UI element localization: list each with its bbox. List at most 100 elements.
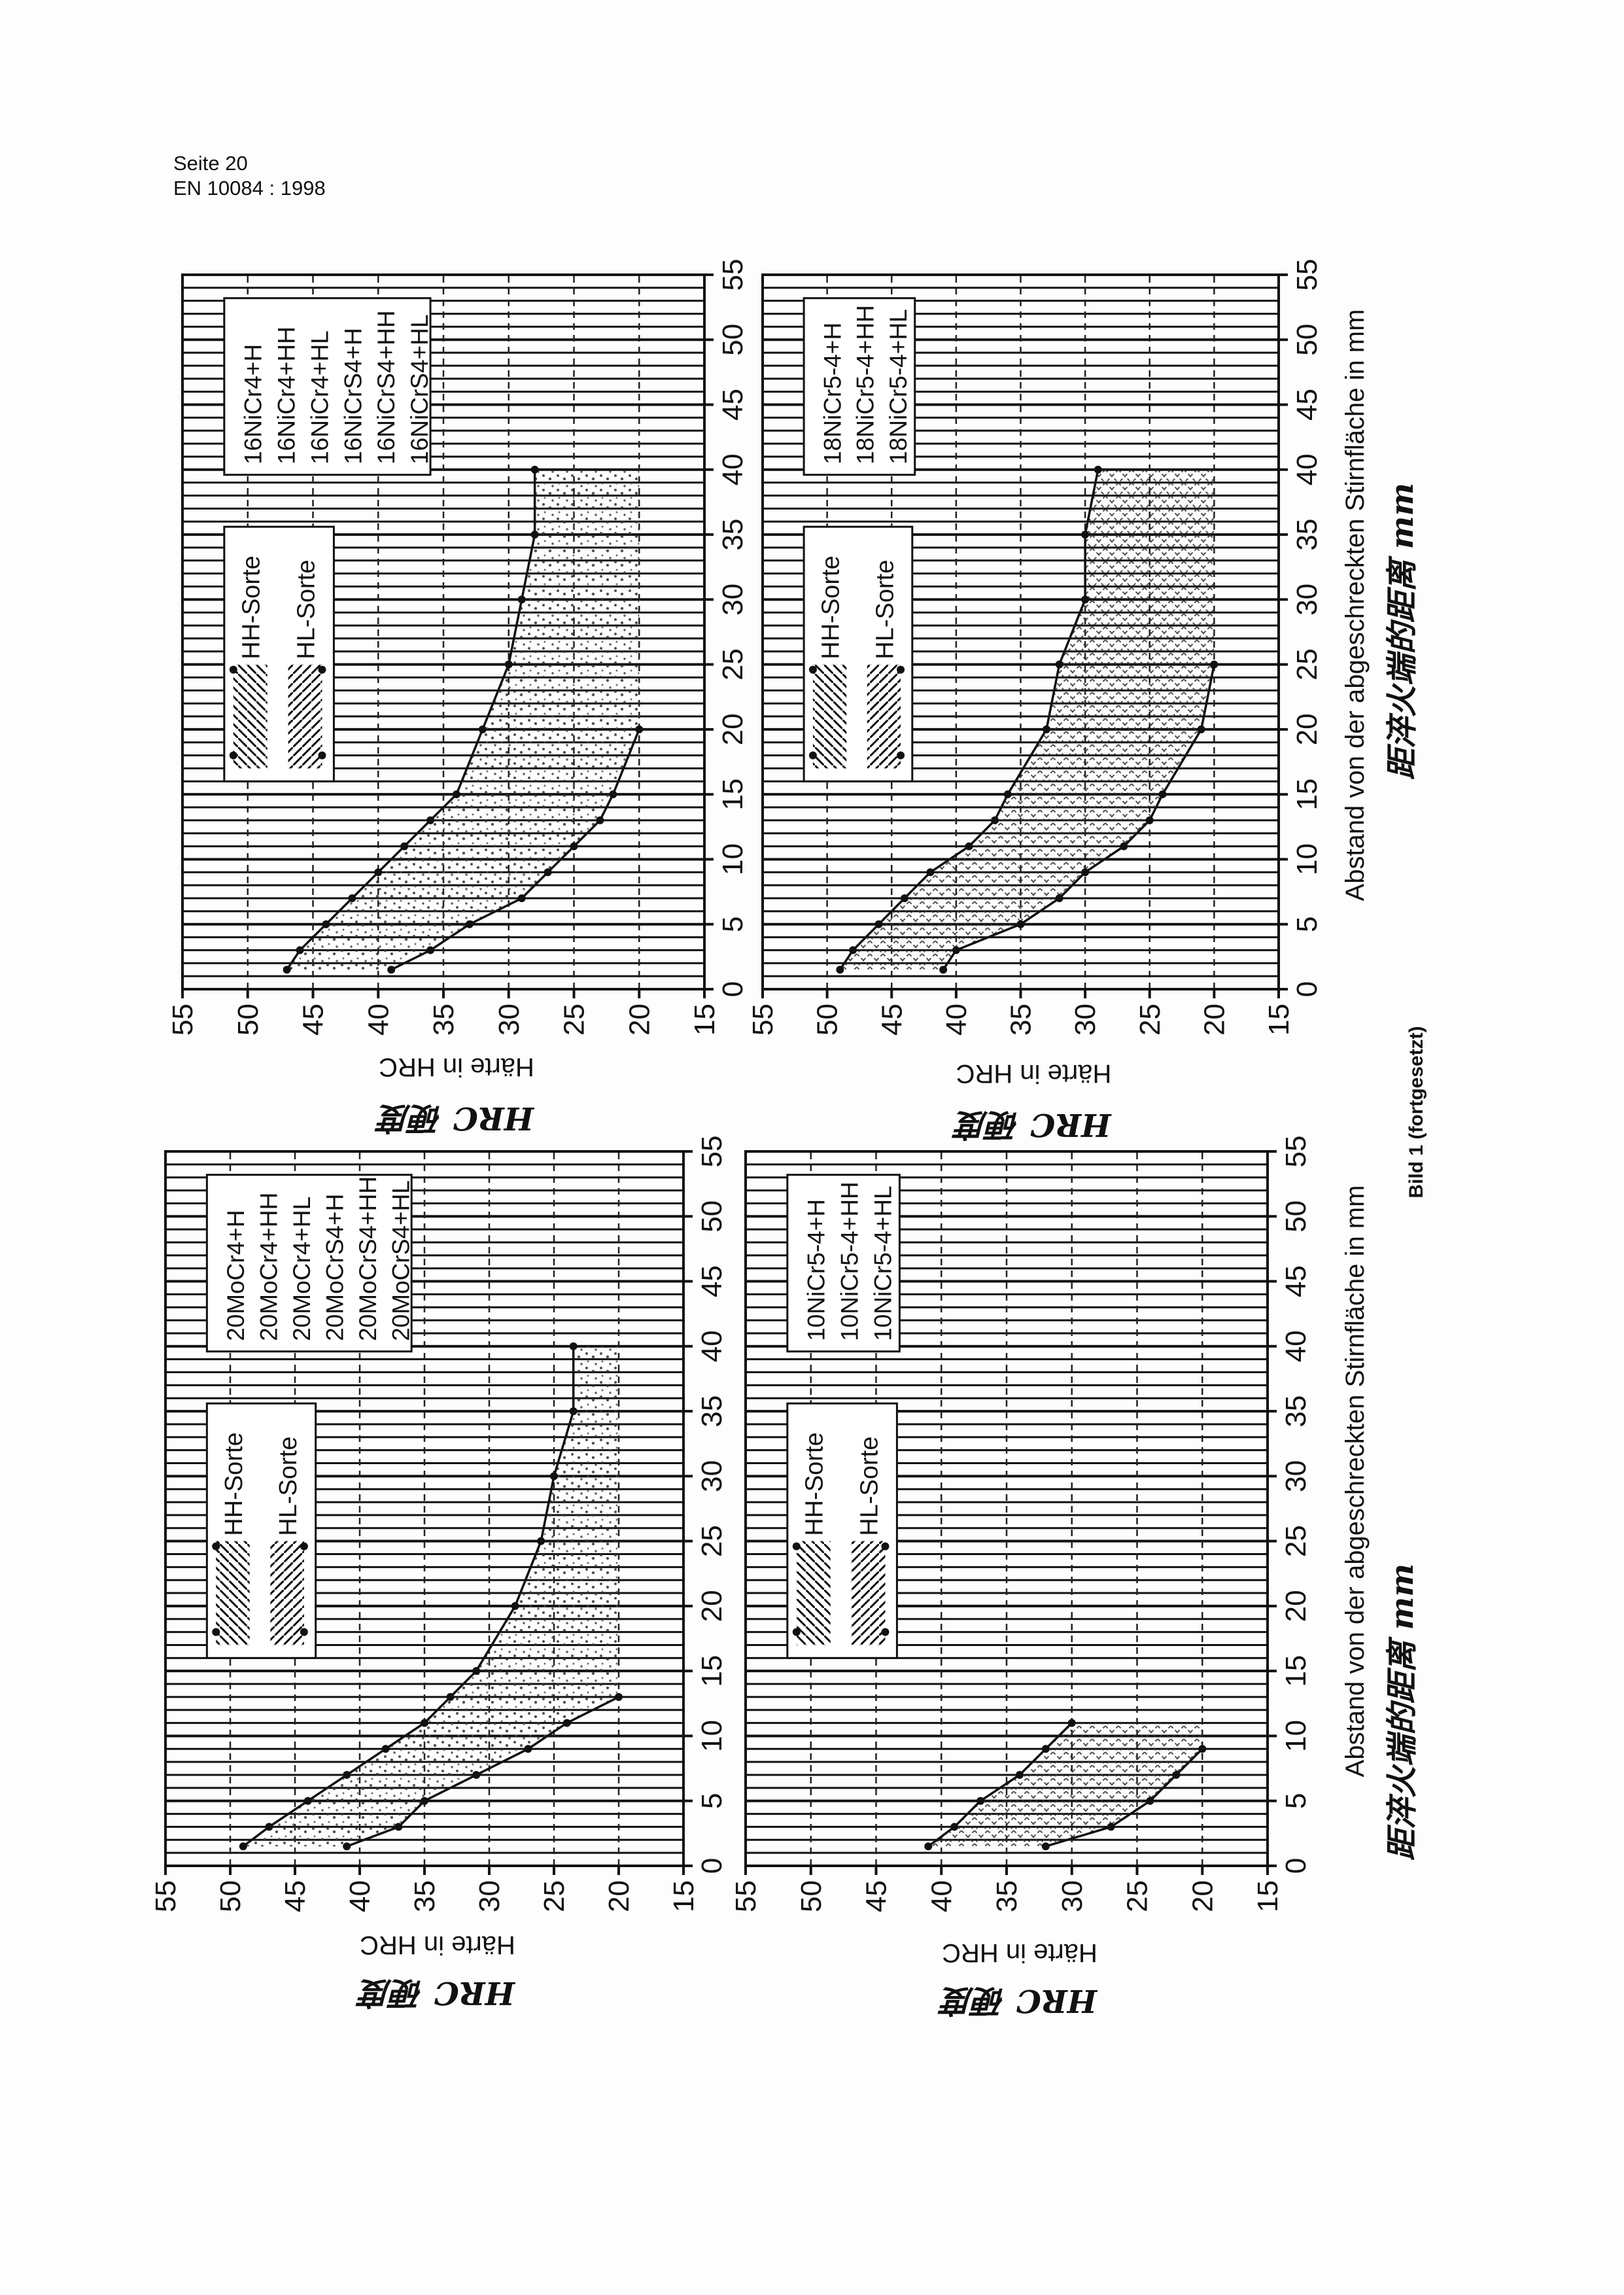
legend-hh-sorte: HH-Sorte: [818, 555, 845, 659]
figure-caption: Bild 1 (fortgesetzt): [1406, 1026, 1427, 1198]
lower-limit-point: [1016, 920, 1025, 928]
grade-legend-box: [205, 1174, 413, 1353]
legend-point-marker: [808, 665, 817, 674]
y-tick-label: 25: [1122, 1880, 1154, 1912]
upper-limit-point: [478, 725, 487, 733]
x-tick-label: 25: [1280, 1525, 1312, 1557]
y-tick-label: 45: [876, 1004, 908, 1036]
scatter-band-fill: [286, 469, 640, 970]
grade-legend-box: [223, 297, 432, 476]
standard-reference: EN 10084 : 1998: [173, 177, 326, 200]
y-tick-label: 55: [167, 1004, 199, 1036]
upper-limit-point: [239, 1842, 247, 1851]
x-tick-label: 15: [717, 779, 749, 811]
lower-limit-point: [952, 946, 960, 955]
grade-legend-box: [803, 297, 916, 476]
upper-limit-point: [322, 920, 330, 928]
lower-limit-point: [609, 790, 617, 799]
upper-limit-point: [1081, 595, 1090, 604]
legend-point-marker: [792, 1628, 801, 1636]
upper-limit-curve: [927, 1722, 1073, 1848]
y-tick-label: 20: [603, 1880, 635, 1912]
y-tick-label: 25: [559, 1004, 591, 1036]
upper-limit-point: [1081, 531, 1090, 539]
x-tick-label: 40: [1280, 1330, 1312, 1362]
chart-3: 0 5 10 15 20 25 30 35 40 45 50 55 55 50 45 40 35 30 25 20 15…: [150, 1136, 728, 2011]
legend-point-marker: [212, 1542, 220, 1550]
lower-limit-point: [1198, 1745, 1207, 1753]
upper-limit-point: [550, 1472, 558, 1480]
grade-label: 20MoCr4+HL: [288, 1197, 315, 1341]
x-tick-label: 45: [1280, 1265, 1312, 1297]
grade-label: 16NiCrS4+HH: [373, 310, 400, 464]
x-tick-label: 50: [717, 324, 749, 356]
x-tick-label: 20: [717, 713, 749, 745]
y-tick-label: 55: [730, 1880, 762, 1912]
handwritten-hrc-note: HRC 硬度: [951, 1106, 1112, 1143]
rotated-figure: Bild 1 (fortgesetzt) 0 5 10 15 20 25 30 35 40 45 5…: [150, 259, 1427, 2019]
x-tick-label: 50: [696, 1200, 728, 1233]
upper-limit-point: [991, 816, 999, 824]
upper-limit-point: [283, 966, 291, 974]
x-tick-label: 10: [1280, 1720, 1312, 1752]
upper-limit-point: [421, 1719, 428, 1727]
handwritten-distance-note: 距淬火端的距离 mm: [1384, 483, 1421, 780]
y-tick-label: 30: [474, 1880, 506, 1912]
y-tick-label: 30: [1069, 1004, 1101, 1036]
grade-label: 20MoCrS4+HH: [354, 1176, 381, 1341]
legend-point-marker: [300, 1628, 308, 1636]
lower-limit-point: [1041, 1842, 1050, 1851]
legend-hl-sorte: HL-Sorte: [871, 560, 899, 659]
lower-limit-point: [1158, 790, 1167, 799]
handwritten-hrc-note: HRC 硬度: [374, 1100, 535, 1136]
lower-limit-point: [517, 894, 526, 903]
x-tick-label: 50: [1280, 1200, 1312, 1233]
legend-point-marker: [229, 665, 237, 674]
y-axis-label: Härte in HRC: [379, 1053, 534, 1081]
hh-hatch-swatch: [216, 1541, 250, 1645]
y-tick-label: 25: [1134, 1004, 1166, 1036]
legend-hh-sorte: HH-Sorte: [220, 1432, 248, 1535]
legend-hh-sorte: HH-Sorte: [238, 555, 266, 659]
legend-point-marker: [300, 1542, 308, 1550]
lower-limit-point: [1107, 1823, 1115, 1831]
legend-hh-sorte: HH-Sorte: [801, 1432, 829, 1535]
lower-limit-point: [1172, 1771, 1181, 1779]
y-tick-label: 40: [941, 1004, 973, 1036]
y-tick-label: 25: [538, 1880, 570, 1912]
x-tick-label: 0: [696, 1858, 728, 1874]
lower-limit-point: [524, 1745, 532, 1753]
lower-limit-point: [635, 725, 644, 733]
legend-point-marker: [881, 1542, 890, 1550]
x-tick-label: 30: [717, 584, 749, 616]
lower-limit-point: [544, 868, 552, 877]
grade-label: 18NiCr5-4+H: [819, 323, 846, 464]
x-tick-label: 30: [1291, 584, 1323, 616]
y-tick-label: 30: [493, 1004, 525, 1036]
y-tick-label: 50: [795, 1880, 827, 1912]
legend-point-marker: [318, 665, 326, 674]
scatter-band-fill: [243, 1346, 619, 1847]
lower-limit-point: [394, 1823, 403, 1831]
grade-label: 18NiCr5-4+HL: [885, 309, 912, 464]
upper-limit-point: [965, 842, 973, 850]
upper-limit-point: [976, 1796, 985, 1805]
x-axis-label: Abstand von der abgeschreckten Stirnfläc…: [1341, 309, 1370, 902]
upper-limit-point: [348, 894, 356, 903]
lower-limit-point: [1120, 842, 1128, 850]
hh-hatch-swatch: [796, 1541, 831, 1645]
x-tick-label: 35: [696, 1395, 728, 1428]
legend-point-marker: [229, 751, 237, 760]
upper-limit-point: [1055, 660, 1063, 669]
x-tick-label: 5: [1291, 916, 1323, 932]
y-tick-label: 15: [1263, 1004, 1295, 1036]
x-tick-label: 25: [696, 1525, 728, 1557]
upper-limit-point: [1041, 1745, 1050, 1753]
handwritten-hrc-note: HRC 硬度: [355, 1974, 516, 2011]
hh-hatch-swatch: [233, 664, 268, 769]
y-tick-label: 50: [215, 1880, 247, 1912]
y-tick-label: 35: [991, 1880, 1023, 1912]
x-tick-label: 35: [1291, 519, 1323, 551]
legend-point-marker: [318, 751, 326, 760]
x-tick-label: 30: [1280, 1460, 1312, 1492]
